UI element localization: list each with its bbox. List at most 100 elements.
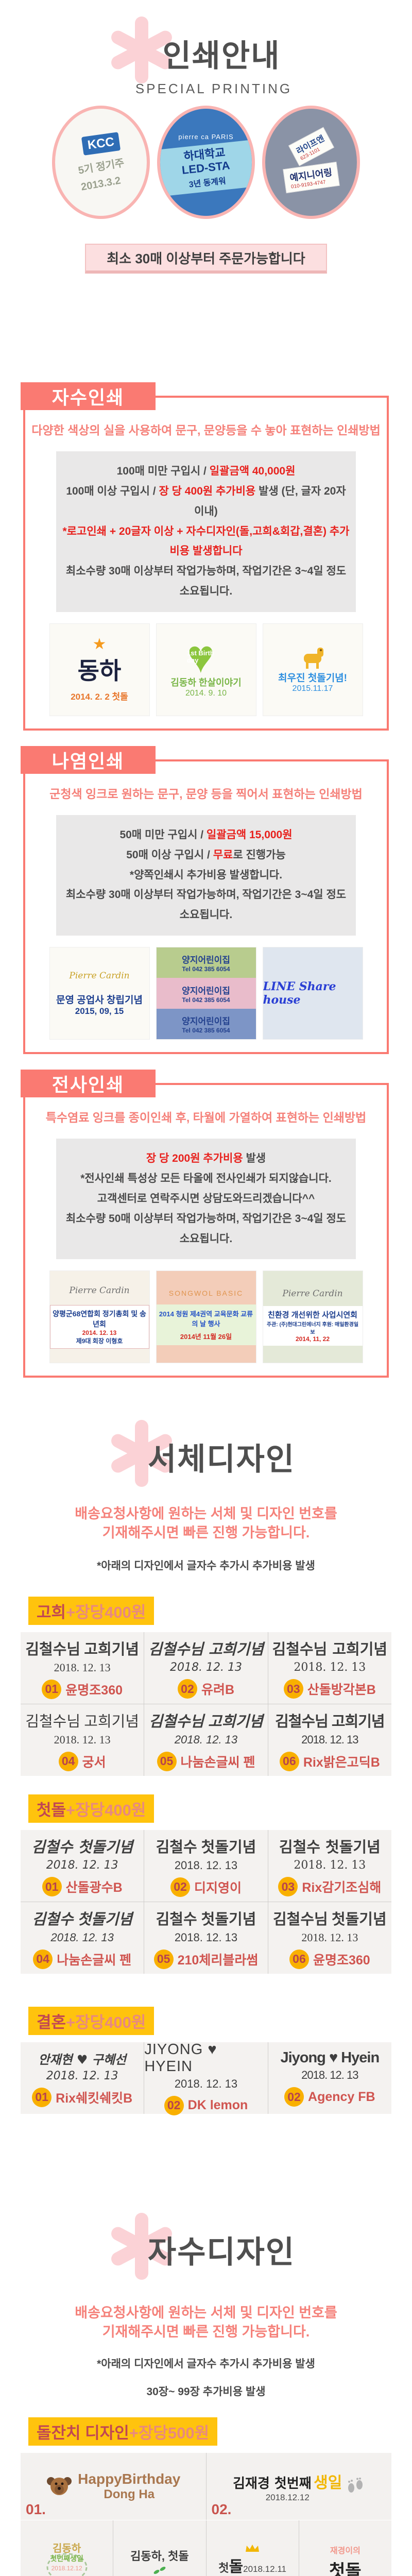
brand-label: SONGWOL BASIC [168, 1289, 244, 1297]
number-badge: 02 [164, 2095, 184, 2115]
font-name: 윤명조360 [313, 1953, 370, 1968]
number-badge: 01 [32, 2087, 52, 2107]
sample-photo: Pierre Cardin 친환경 개선위한 사업시연회 주관: (주)현대그린… [262, 1270, 363, 1364]
number-badge: 05 [157, 1751, 177, 1771]
section-title-transfer: 전사인쇄 [21, 1070, 156, 1098]
design-text: 김동하, 첫돌 [130, 2549, 189, 2563]
price-line: 50매 이상 구입시 / 무료로 진행가능 [126, 849, 286, 861]
font-sample-cell: 김철수님 고희기념 2018. 12. 13 01 윤명조360 [21, 1632, 144, 1704]
sample-photo: ♥ 1st Birth day 김동하 한살이야기 2014. 9. 10 [156, 623, 256, 716]
section-desc: 군청색 잉크로 원하는 문구, 문양 등을 찍어서 표현하는 인쇄방법 [49, 787, 363, 801]
embroidery-desc2: 기재해주시면 빠른 진행 가능합니다. [102, 2324, 310, 2340]
category-label-wedding-font: 결혼+장당400원 [28, 2007, 154, 2036]
sample-photo: SONGWOL BASIC 2014 청원 제4권역 교육문화 교류의 날 행사… [156, 1270, 256, 1364]
font-design-title: 서체디자인 [148, 1442, 295, 1477]
horse-icon [304, 648, 323, 669]
price-line: 장 당 200원 추가비용 발생 [146, 1153, 266, 1165]
font-name: Rix감기조심해 [302, 1880, 382, 1895]
font-name: 궁서 [82, 1755, 106, 1770]
info-line: 고객센터로 연락주시면 상담도와드리겠습니다^^ [97, 1192, 315, 1205]
info-line: 최소수량 30매 이상부터 작업가능하며, 작업기간은 3~4일 정도 소요됩니… [65, 565, 347, 598]
design-cell: 재경이의 첫돌 2016.3.23 06. [299, 2520, 391, 2576]
number-badge: 02 [177, 1679, 197, 1699]
oval2-brand: pierre ca PARIS [178, 132, 234, 141]
embroidery-desc1: 배송요청사항에 원하는 서체 및 디자인 번호를 [75, 2305, 337, 2321]
star-icon: ★ [92, 636, 107, 653]
kcc-logo: KCC [81, 132, 121, 156]
embroidery-design-header: 자수디자인 [0, 2114, 412, 2280]
category-label-chutdol: 첫돌+장당400원 [28, 1794, 154, 1823]
font-name: 나눔손글씨 펜 [180, 1755, 255, 1770]
warning-line: *전사인쇄 특성상 모든 타올에 전사인쇄가 되지않습니다. [80, 1172, 332, 1184]
brand-script: Pierre Cardin [282, 1288, 343, 1299]
font-table-wedding: 안재현 ♥ 구혜선 2018. 12. 13 01 Rix쉐킷쉐킷B JIYONG ♥… [21, 2041, 391, 2115]
design-cell: HappyBirthday Dong Ha 01. [21, 2453, 206, 2520]
flower-asterisk-icon [107, 1420, 175, 1487]
category-label-godhui: 고희+장당400원 [28, 1597, 154, 1625]
embroidery-line: 최우진 첫돌기념! [278, 673, 347, 684]
design-grid-doljanchi: 김동하 첫번째생일 2018.12.12 03. 김동하, 첫돌 2018. 1… [21, 2520, 391, 2576]
print-date: 2014년 11월 26일 [180, 1332, 232, 1341]
font-sample-cell: 김철수 첫돌기념 2018. 12. 13 01 산돌광수B [21, 1830, 144, 1902]
number-badge: 04 [33, 1949, 53, 1969]
font-design-desc2: 기재해주시면 빠른 진행 가능합니다. [102, 1524, 310, 1540]
design-text: 재경이의 [330, 2546, 360, 2555]
number-badge: 04 [58, 1751, 78, 1771]
wreath-icon [46, 2553, 88, 2576]
price-info-box: 50매 미만 구입시 / 일괄금액 15,000원 50매 이상 구입시 / 무… [56, 815, 356, 936]
oval-photo-label: pierre ca PARIS 하대학교 LED-STA 3년 동계워 [157, 106, 255, 219]
flower-asterisk-icon [107, 2213, 175, 2280]
sample-photos: ★ 동하 2014. 2. 2 첫돌 ♥ 1st Birth day 김동하 한살… [25, 623, 387, 728]
design-cell: 첫돌2018.12.11 김재경 05. [206, 2520, 299, 2576]
font-name: 유려B [201, 1683, 235, 1698]
design-cell: 김재경 첫번째 생일 2018.12.12 02. [206, 2453, 391, 2520]
embroidery-note1: *아래의 디자인에서 글자수 추가시 추가비용 발생 [97, 2358, 315, 2370]
print-date: 2015, 09, 15 [75, 1006, 124, 1016]
font-sample-cell: JIYONG ♥ HYEIN 2018. 12. 13 02 DK lemon [144, 2041, 268, 2115]
section-embroidery-print: 자수인쇄 다양한 색상의 실을 사용하여 문구, 문양등을 수 놓아 표현하는 … [21, 382, 389, 731]
sample-photo: Pierre Cardin 양평군68연합회 정기총회 및 송년회 2014. … [49, 1270, 150, 1364]
sample-photo: 양지어린이집 Tel 042 385 6054 양지어린이집 Tel 042 385… [156, 947, 256, 1040]
sample-photo: LINE Share house [262, 947, 363, 1040]
number-badge: 01 [42, 1679, 62, 1699]
price-line: 100매 미만 구입시 / 일괄금액 40,000원 [116, 465, 296, 477]
category-label-doljanchi: 돌잔치 디자인+장당500원 [28, 2417, 218, 2446]
oval-photo-woven-label: 라이프엔 623-1101 예지니어링 010-9193-4747 [262, 106, 360, 219]
font-sample-cell: 김철수 첫돌기념 2018. 12. 13 03 Rix감기조심해 [268, 1830, 391, 1902]
sample-photos: Pierre Cardin 문영 공업사 창립기념 2015, 09, 15 양… [25, 947, 387, 1052]
font-sample-cell: 김철수님 고희기념 2018. 12. 13 03 산돌방각본B [268, 1632, 391, 1704]
number-badge: 02 [284, 2087, 304, 2107]
crown-icon [246, 2544, 260, 2552]
sample-photo-ovals: KCC 5기 정기주 2013.3.2 pierre ca PARIS 하대학교… [0, 106, 412, 219]
oval1-date: 2013.3.2 [80, 175, 122, 193]
font-name: 나눔손글씨 펜 [57, 1953, 132, 1968]
number-badge: 06 [289, 1949, 309, 1969]
print-date: 2014, 11, 22 [295, 1335, 330, 1343]
heart-icon: ♥ 1st Birth day [187, 634, 225, 680]
embroidery-line: 김동하 한살이야기 [170, 677, 242, 688]
print-line: 친환경 개선위한 사업시연회 [268, 1310, 357, 1319]
design-number: 02. [211, 2501, 232, 2518]
number-badge: 02 [170, 1877, 190, 1897]
oval-photo-embroidery: KCC 5기 정기주 2013.3.2 [52, 106, 150, 219]
design-text: 김동하 [53, 2543, 81, 2555]
price-line: 100매 이상 구입시 / 장 당 400원 추가비용 발생 (단, 글자 20… [66, 485, 346, 517]
embroidery-note2: 30장~ 99장 추가비용 발생 [146, 2386, 266, 2398]
design-accent: 생일 [314, 2475, 342, 2492]
font-sample-cell: Jiyong ♥ Hyein 2018. 12. 13 02 Agency FB [268, 2042, 391, 2114]
font-design-header: 서체디자인 [0, 1378, 412, 1487]
oval2-line3: 3년 동계워 [188, 176, 227, 190]
page-subtitle: SPECIAL PRINTING [135, 81, 293, 96]
font-design-desc1: 배송요청사항에 원하는 서체 및 디자인 번호를 [75, 1506, 337, 1522]
number-badge: 03 [278, 1877, 298, 1897]
font-name: Rix쉐킷쉐킷B [56, 2091, 133, 2106]
font-sample-cell: 김철수 첫돌기념 2018. 12. 13 02 디지영이 [144, 1830, 268, 1902]
print-guide-header: 인쇄안내 SPECIAL PRINTING [0, 0, 412, 96]
sample-photo: Pierre Cardin 문영 공업사 창립기념 2015, 09, 15 [49, 947, 150, 1040]
print-sub: 주관: (주)현대그린에너지 후원: 매일환경일보 [266, 1321, 359, 1335]
sample-photos: Pierre Cardin 양평군68연합회 정기총회 및 송년회 2014. … [25, 1270, 387, 1376]
embroidery-date: 2014. 9. 10 [185, 688, 227, 698]
heart-label: 1st Birth day [187, 649, 214, 665]
oval1-text: 5기 정기주 [77, 157, 125, 177]
design-text: HappyBirthday [78, 2471, 181, 2487]
